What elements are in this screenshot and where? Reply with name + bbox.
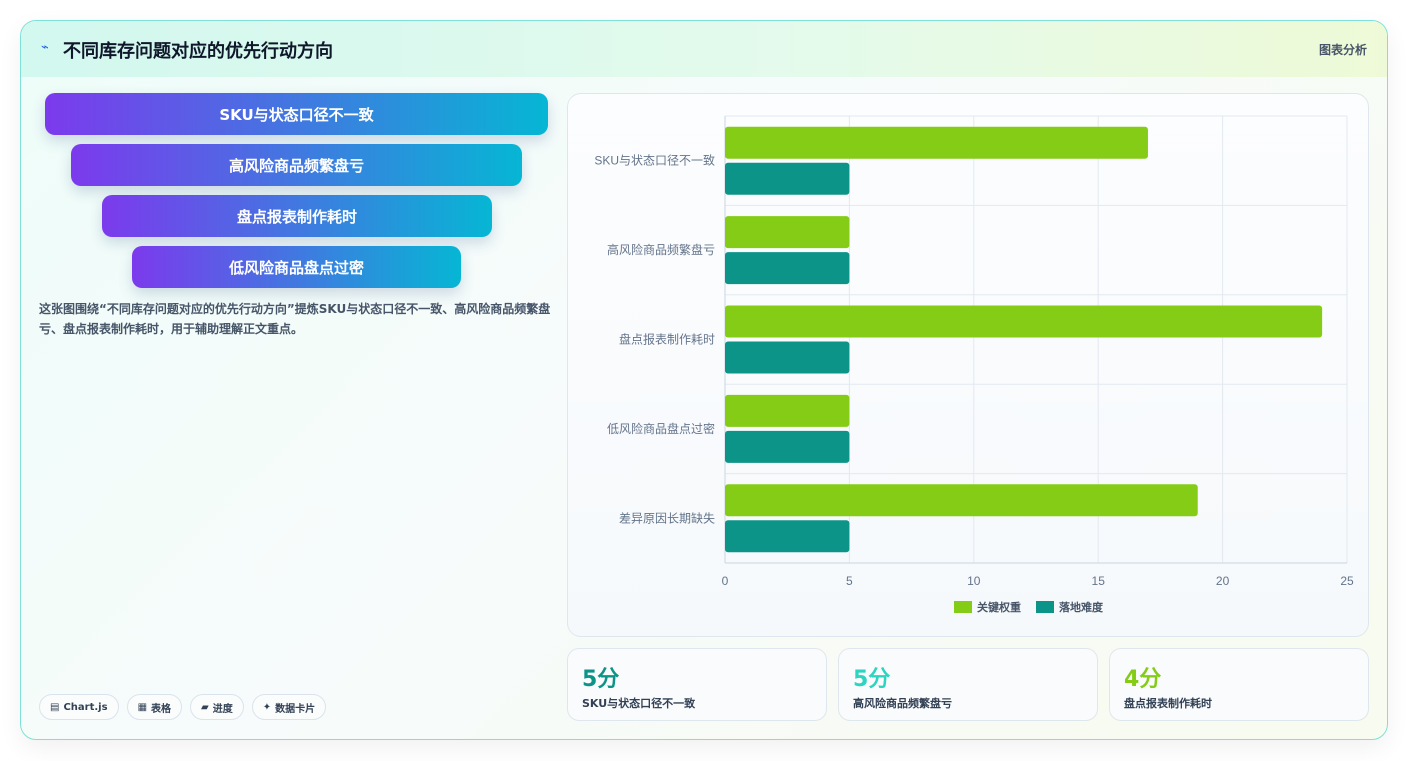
chip-chartjs[interactable]: ▤ Chart.js <box>39 694 119 720</box>
card-header: ⌁ 不同库存问题对应的优先行动方向 图表分析 <box>21 21 1387 77</box>
stat-card-2: 5分 高风险商品频繁盘亏 <box>838 648 1098 721</box>
y-tick-label: 盘点报表制作耗时 <box>619 332 715 347</box>
chart-icon: ▤ <box>50 701 60 713</box>
bar-key-weight <box>725 484 1198 517</box>
legend-label: 关键权重 <box>977 600 1021 614</box>
bar-chart: 0 5 10 15 20 25 SKU与状态口径不一致高风险商品频繁盘亏盘点报表制作耗时低风… <box>594 115 1354 614</box>
progress-icon: ▰ <box>201 701 209 713</box>
stat-card-3: 4分 盘点报表制作耗时 <box>1109 648 1369 721</box>
stat-value: 5分 <box>582 667 620 692</box>
y-tick-label: SKU与状态口径不一致 <box>594 154 715 168</box>
chart-analysis-tag: 图表分析 <box>1318 43 1367 57</box>
x-tick-label: 10 <box>967 574 981 588</box>
chip-label: 表格 <box>151 703 172 715</box>
legend-label: 落地难度 <box>1059 600 1104 614</box>
x-tick-label: 15 <box>1092 574 1106 588</box>
x-tick-label: 20 <box>1216 574 1230 588</box>
legend-swatch <box>954 601 972 613</box>
chart-description: 这张图围绕“不同库存问题对应的优先行动方向”提炼SKU与状态口径不一致、高风险商… <box>39 302 551 336</box>
feature-chips: ▤ Chart.js ▦ 表格 ▰ 进度 ✦ 数据卡片 <box>39 694 327 720</box>
chip-label: 进度 <box>212 703 233 715</box>
legend-swatch <box>1036 601 1054 613</box>
bar-key-weight <box>725 216 850 249</box>
bar-difficulty <box>725 520 850 553</box>
y-tick-label: 低风险商品盘点过密 <box>607 421 715 436</box>
x-tick-label: 0 <box>722 574 729 588</box>
page-title: 不同库存问题对应的优先行动方向 <box>63 41 333 62</box>
chart-card: ⌁ 不同库存问题对应的优先行动方向 图表分析 SKU与状态口径不一致 高风险商品… <box>20 20 1388 740</box>
bar-key-weight <box>725 305 1323 338</box>
funnel-step-3: 盘点报表制作耗时 <box>102 195 492 237</box>
bar-difficulty <box>725 162 850 195</box>
bar-difficulty <box>725 252 850 285</box>
bolt-icon: ⌁ <box>41 40 49 55</box>
table-icon: ▦ <box>137 701 148 713</box>
bar-key-weight <box>725 126 1148 159</box>
bar-key-weight <box>725 394 850 427</box>
chip-table[interactable]: ▦ 表格 <box>126 694 183 720</box>
chip-label: Chart.js <box>63 701 108 713</box>
stat-label: SKU与状态口径不一致 <box>582 697 696 710</box>
x-tick-label: 5 <box>846 574 853 588</box>
funnel-step-2: 高风险商品频繁盘亏 <box>71 144 522 186</box>
funnel-step-1: SKU与状态口径不一致 <box>45 93 548 135</box>
stat-value: 4分 <box>1124 667 1162 692</box>
chip-label: 数据卡片 <box>275 703 316 715</box>
card-icon: ✦ <box>262 701 272 713</box>
bar-difficulty <box>725 341 850 374</box>
bar-difficulty <box>725 430 850 463</box>
x-tick-label: 25 <box>1340 574 1354 588</box>
stat-value: 5分 <box>853 667 891 692</box>
y-tick-label: 高风险商品频繁盘亏 <box>607 242 715 257</box>
chip-progress[interactable]: ▰ 进度 <box>190 694 244 720</box>
chart-panel: 0 5 10 15 20 25 SKU与状态口径不一致高风险商品频繁盘亏盘点报表制作耗时低风… <box>567 93 1369 637</box>
stat-label: 盘点报表制作耗时 <box>1124 697 1212 710</box>
stat-card-1: 5分 SKU与状态口径不一致 <box>567 648 827 721</box>
y-tick-label: 差异原因长期缺失 <box>619 510 715 525</box>
stat-label: 高风险商品频繁盘亏 <box>853 697 952 710</box>
funnel-step-4: 低风险商品盘点过密 <box>132 246 461 288</box>
chip-data-card[interactable]: ✦ 数据卡片 <box>251 694 327 720</box>
